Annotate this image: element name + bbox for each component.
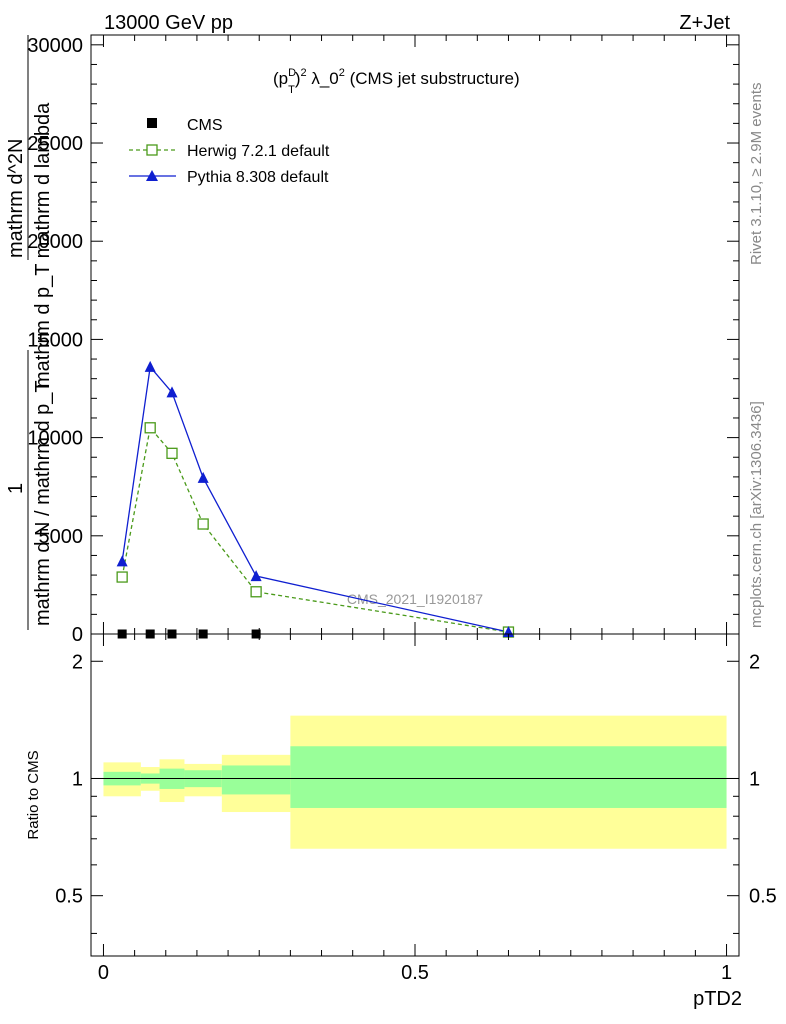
x-tick-label: 1: [721, 962, 732, 984]
legend-herwig-marker: [146, 144, 158, 156]
rivet-version-text: Rivet 3.1.10, ≥ 2.9M events: [748, 83, 765, 266]
ratio-inner-band: [221, 765, 291, 795]
main-y-tick-label: 15000: [27, 329, 83, 351]
ylabel-line4: mathrm d N / mathrm d p_T: [32, 380, 54, 626]
main-y-axis-label: mathrm d^2N mathrm d p_T mathrm d lambda…: [5, 35, 54, 630]
x-tick-label: 0: [98, 962, 109, 984]
legend-pythia-marker: [146, 170, 158, 181]
main-y-tick-label: 25000: [27, 133, 83, 155]
ratio-inner-band: [290, 746, 727, 808]
pythia-series-line: [121, 365, 509, 633]
header-left: 13000 GeV pp: [104, 12, 233, 34]
herwig-data-point: [197, 518, 209, 530]
ratio-y-tick-label: 2: [72, 651, 83, 673]
ratio-y-tick-labels: 0.5 0.5 1 1 2 2: [55, 651, 777, 907]
ylabel-line2: mathrm d p_T mathrm d lambda: [32, 102, 54, 388]
legend-herwig-label: Herwig 7.2.1 default: [187, 143, 330, 160]
plot-title: (pD T)2 λ_02 (CMS jet substructure): [273, 67, 520, 96]
herwig-data-point: [144, 422, 156, 434]
ratio-y-tick-label-right: 1: [749, 768, 760, 790]
ratio-y-tick-label: 1: [72, 768, 83, 790]
ratio-x-tick-labels: 0 0.5 1: [98, 962, 732, 984]
herwig-series-line: [121, 426, 509, 633]
legend-cms-marker: [147, 118, 157, 128]
x-axis-label: pTD2: [693, 988, 742, 1010]
main-y-tick-label: 30000: [27, 35, 83, 57]
analysis-watermark: CMS_2021_I1920187: [347, 591, 483, 607]
main-y-tick-label: 20000: [27, 231, 83, 253]
ratio-y-axis-label: Ratio to CMS: [25, 750, 42, 839]
main-axis-ticks: [91, 35, 739, 635]
pythia-data-point: [166, 386, 178, 398]
ratio-plot-panel: 0.5 0.51 12 2 0 0.5 1 Ratio to CMS pTD2: [25, 633, 777, 1010]
ratio-axis-ticks: [91, 634, 739, 956]
legend: CMS Herwig 7.2.1 default Pythia 8.308 de…: [129, 117, 330, 186]
pythia-data-point: [116, 555, 128, 567]
x-tick-label: 0.5: [401, 962, 429, 984]
legend-pythia-label: Pythia 8.308 default: [187, 169, 329, 186]
ratio-y-tick-label-right: 0.5: [749, 886, 777, 908]
herwig-data-point: [166, 447, 178, 459]
ratio-y-tick-label-right: 2: [749, 651, 760, 673]
legend-cms-label: CMS: [187, 117, 223, 134]
herwig-data-point: [116, 571, 128, 583]
main-plot-panel: 0 5000 10000 15000 20000 25000 30000 CMS_2021_…: [5, 34, 740, 646]
main-y-tick-label: 10000: [27, 428, 83, 450]
main-y-tick-label: 0: [72, 624, 83, 646]
pythia-data-point: [197, 471, 209, 483]
series-lines: [121, 365, 509, 633]
pythia-data-point: [250, 570, 262, 582]
ylabel-line1: mathrm d^2N: [5, 139, 27, 258]
main-y-tick-label: 5000: [39, 526, 84, 548]
main-y-tick-labels: 0 5000 10000 15000 20000 25000 30000: [27, 35, 83, 646]
ratio-plot-frame: [90, 633, 740, 957]
ratio-y-tick-label: 0.5: [55, 886, 83, 908]
ratio-bands: [103, 715, 727, 849]
pythia-data-point: [144, 360, 156, 372]
header-right: Z+Jet: [679, 12, 730, 34]
herwig-data-point: [250, 586, 262, 598]
mcplots-reference-text: mcplots.cern.ch [arXiv:1306.3436]: [748, 401, 765, 628]
ylabel-line3: 1: [5, 483, 27, 494]
